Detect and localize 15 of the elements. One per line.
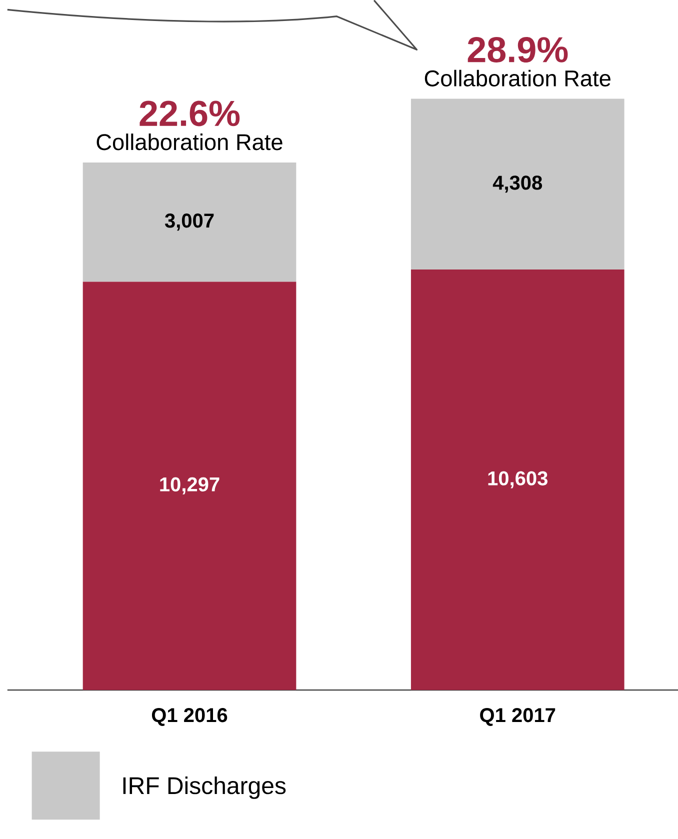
annotation: Collaboration Rate — [424, 70, 610, 86]
annotation: Collaboration Rate — [96, 134, 282, 150]
data-label: 10,297 — [160, 477, 220, 494]
annotation: 28.9% — [468, 36, 568, 62]
x-tick-label: Q1 2016 — [152, 708, 227, 726]
bar — [410, 270, 624, 690]
annotation: 22.6% — [140, 100, 240, 126]
data-label: 4,308 — [492, 176, 542, 193]
data-label: 3,007 — [164, 214, 214, 231]
bar — [410, 98, 624, 270]
bar — [82, 282, 296, 690]
x-tick-label: Q1 2017 — [480, 708, 555, 726]
text: IRF Discharges — [123, 776, 286, 799]
data-label: 10,603 — [488, 471, 548, 488]
bar — [82, 162, 296, 282]
